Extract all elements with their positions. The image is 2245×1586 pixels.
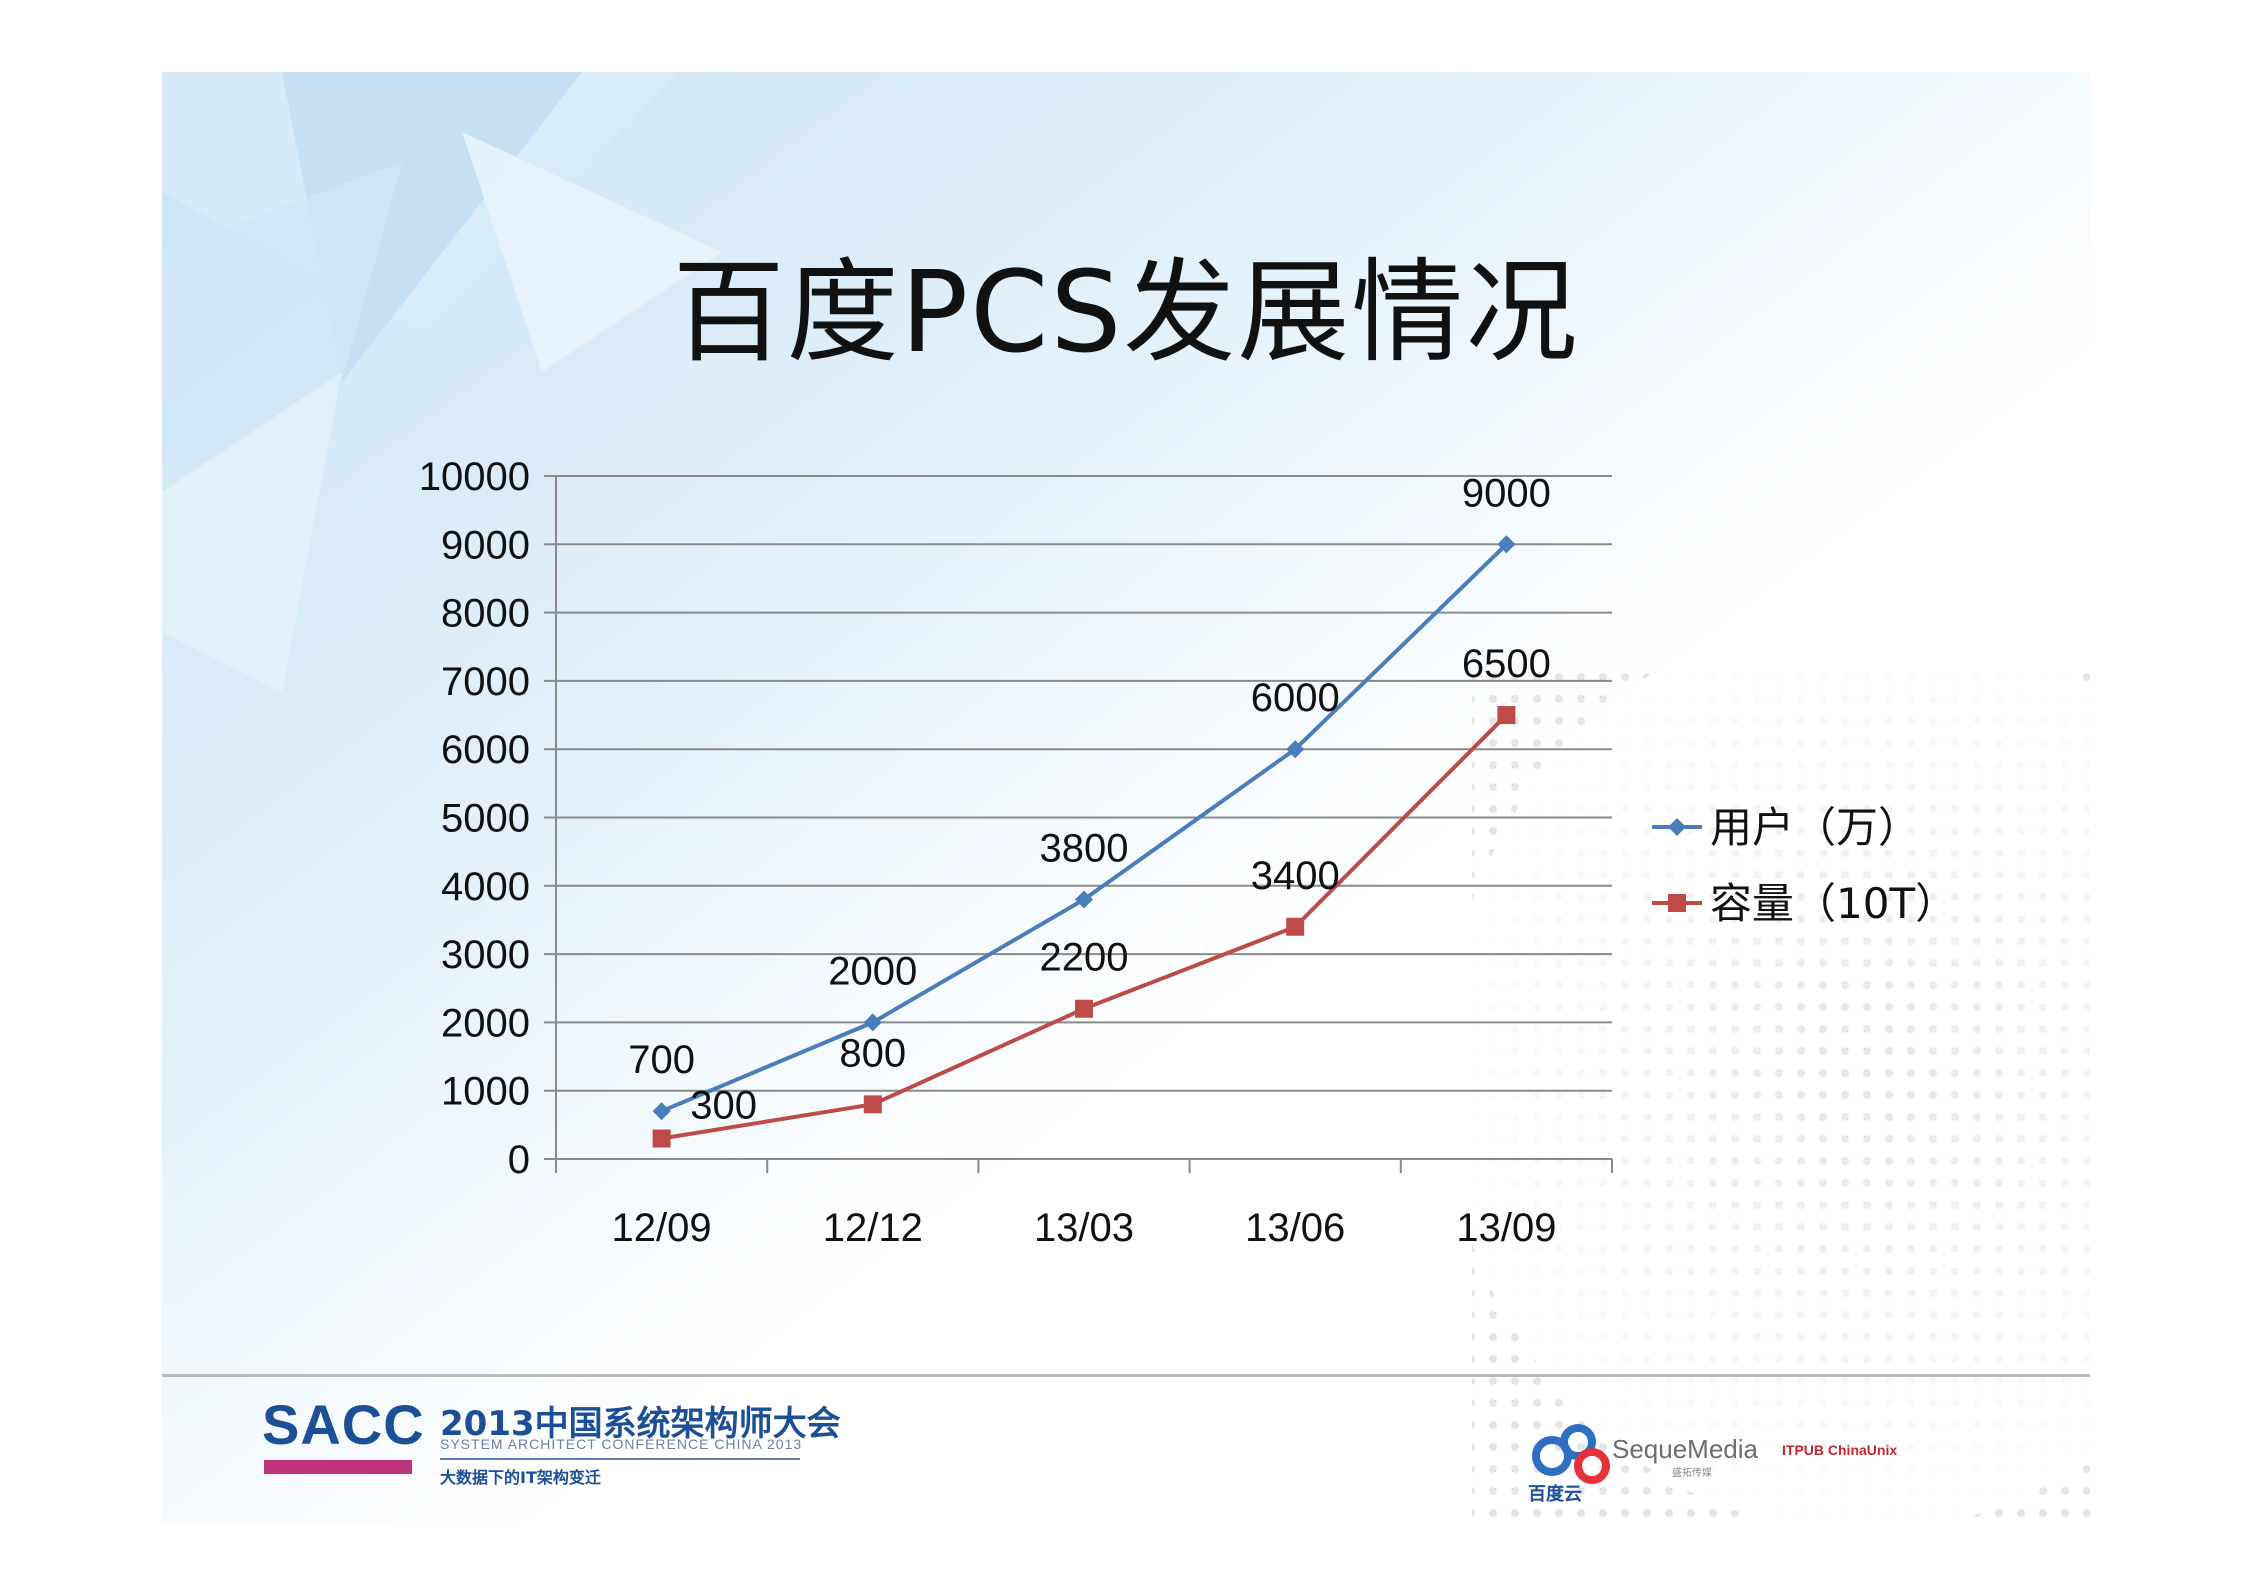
y-tick-label: 6000 (441, 728, 530, 772)
legend-label: 容量（10T） (1710, 879, 1957, 928)
x-tick-label: 13/03 (1034, 1206, 1134, 1250)
conference-slogan: 大数据下的IT架构变迁 (440, 1468, 601, 1487)
data-label: 2000 (828, 949, 917, 993)
seque-media-logo: SequeMedia (1612, 1434, 1758, 1464)
data-label: 9000 (1462, 471, 1551, 515)
data-label: 700 (628, 1038, 695, 1082)
data-point (1286, 740, 1305, 759)
y-tick-label: 5000 (441, 797, 530, 841)
legend-marker (1668, 894, 1686, 912)
data-point (652, 1102, 671, 1121)
series-line (661, 713, 1508, 1141)
legend-marker (1668, 818, 1686, 836)
x-tick-label: 13/09 (1456, 1206, 1556, 1250)
partner-logos: ITPUB ChinaUnix (1782, 1442, 1898, 1458)
data-label: 3800 (1040, 826, 1129, 870)
legend-label: 用户（万） (1710, 803, 1920, 852)
slide: 百度PCS发展情况 0 1000 2000 3000 4000 5000 6000 7000 8… (162, 72, 2090, 1522)
data-point (1075, 999, 1093, 1018)
slide-title: 百度PCS发展情况 (672, 248, 1580, 378)
background-decoration (162, 72, 2090, 1522)
x-tick-label: 13/06 (1245, 1206, 1345, 1250)
y-tick-label: 8000 (441, 592, 530, 636)
y-tick-label: 3000 (441, 933, 530, 977)
data-label: 800 (839, 1031, 906, 1075)
sacc-logo-bar (264, 1460, 412, 1474)
line-chart: 0 1000 2000 3000 4000 5000 6000 7000 8000 9000 100… (419, 455, 1957, 1250)
data-label: 3400 (1251, 854, 1340, 898)
data-label: 6500 (1462, 642, 1551, 686)
data-label: 300 (690, 1084, 757, 1128)
data-point (1286, 917, 1305, 936)
series (652, 535, 1516, 1148)
y-tick-label: 10000 (419, 455, 530, 499)
data-point (1497, 535, 1516, 554)
baidu-cloud-label: 百度云 (1528, 1484, 1582, 1505)
y-tick-label: 2000 (441, 1001, 530, 1045)
conference-subtitle: SYSTEM ARCHITECT CONFERENCE CHINA 2013 (440, 1436, 803, 1452)
data-label: 2200 (1040, 936, 1129, 980)
y-tick-label: 4000 (441, 865, 530, 909)
gridlines (556, 475, 1612, 1092)
baidu-cloud-logo (1532, 1424, 1610, 1484)
legend: 用户（万） 容量（10T） (1652, 803, 1957, 928)
data-labels: 700 2000 3800 6000 9000 300 800 2200 3400 6500 (628, 471, 1551, 1127)
y-tick-label: 7000 (441, 660, 530, 704)
data-point (863, 1095, 882, 1114)
y-tick-label: 0 (508, 1138, 530, 1182)
x-tick-label: 12/12 (823, 1206, 923, 1250)
data-point (652, 1129, 671, 1148)
y-tick-label: 9000 (441, 523, 530, 567)
data-point (1497, 706, 1516, 725)
sacc-logo: SACC (262, 1393, 425, 1456)
data-point (863, 1013, 882, 1032)
footer-divider (162, 1374, 2090, 1377)
conference-title: 2013中国系统架构师大会 (440, 1404, 841, 1444)
seque-media-sub: 盛拓传媒 (1672, 1468, 1712, 1479)
conference-divider (440, 1458, 800, 1460)
data-label: 6000 (1251, 676, 1340, 720)
x-tick-label: 12/09 (612, 1206, 712, 1250)
axes: 0 1000 2000 3000 4000 5000 6000 7000 8000 9000 100… (419, 455, 1613, 1250)
data-point (1075, 890, 1093, 909)
y-tick-label: 1000 (441, 1070, 530, 1114)
